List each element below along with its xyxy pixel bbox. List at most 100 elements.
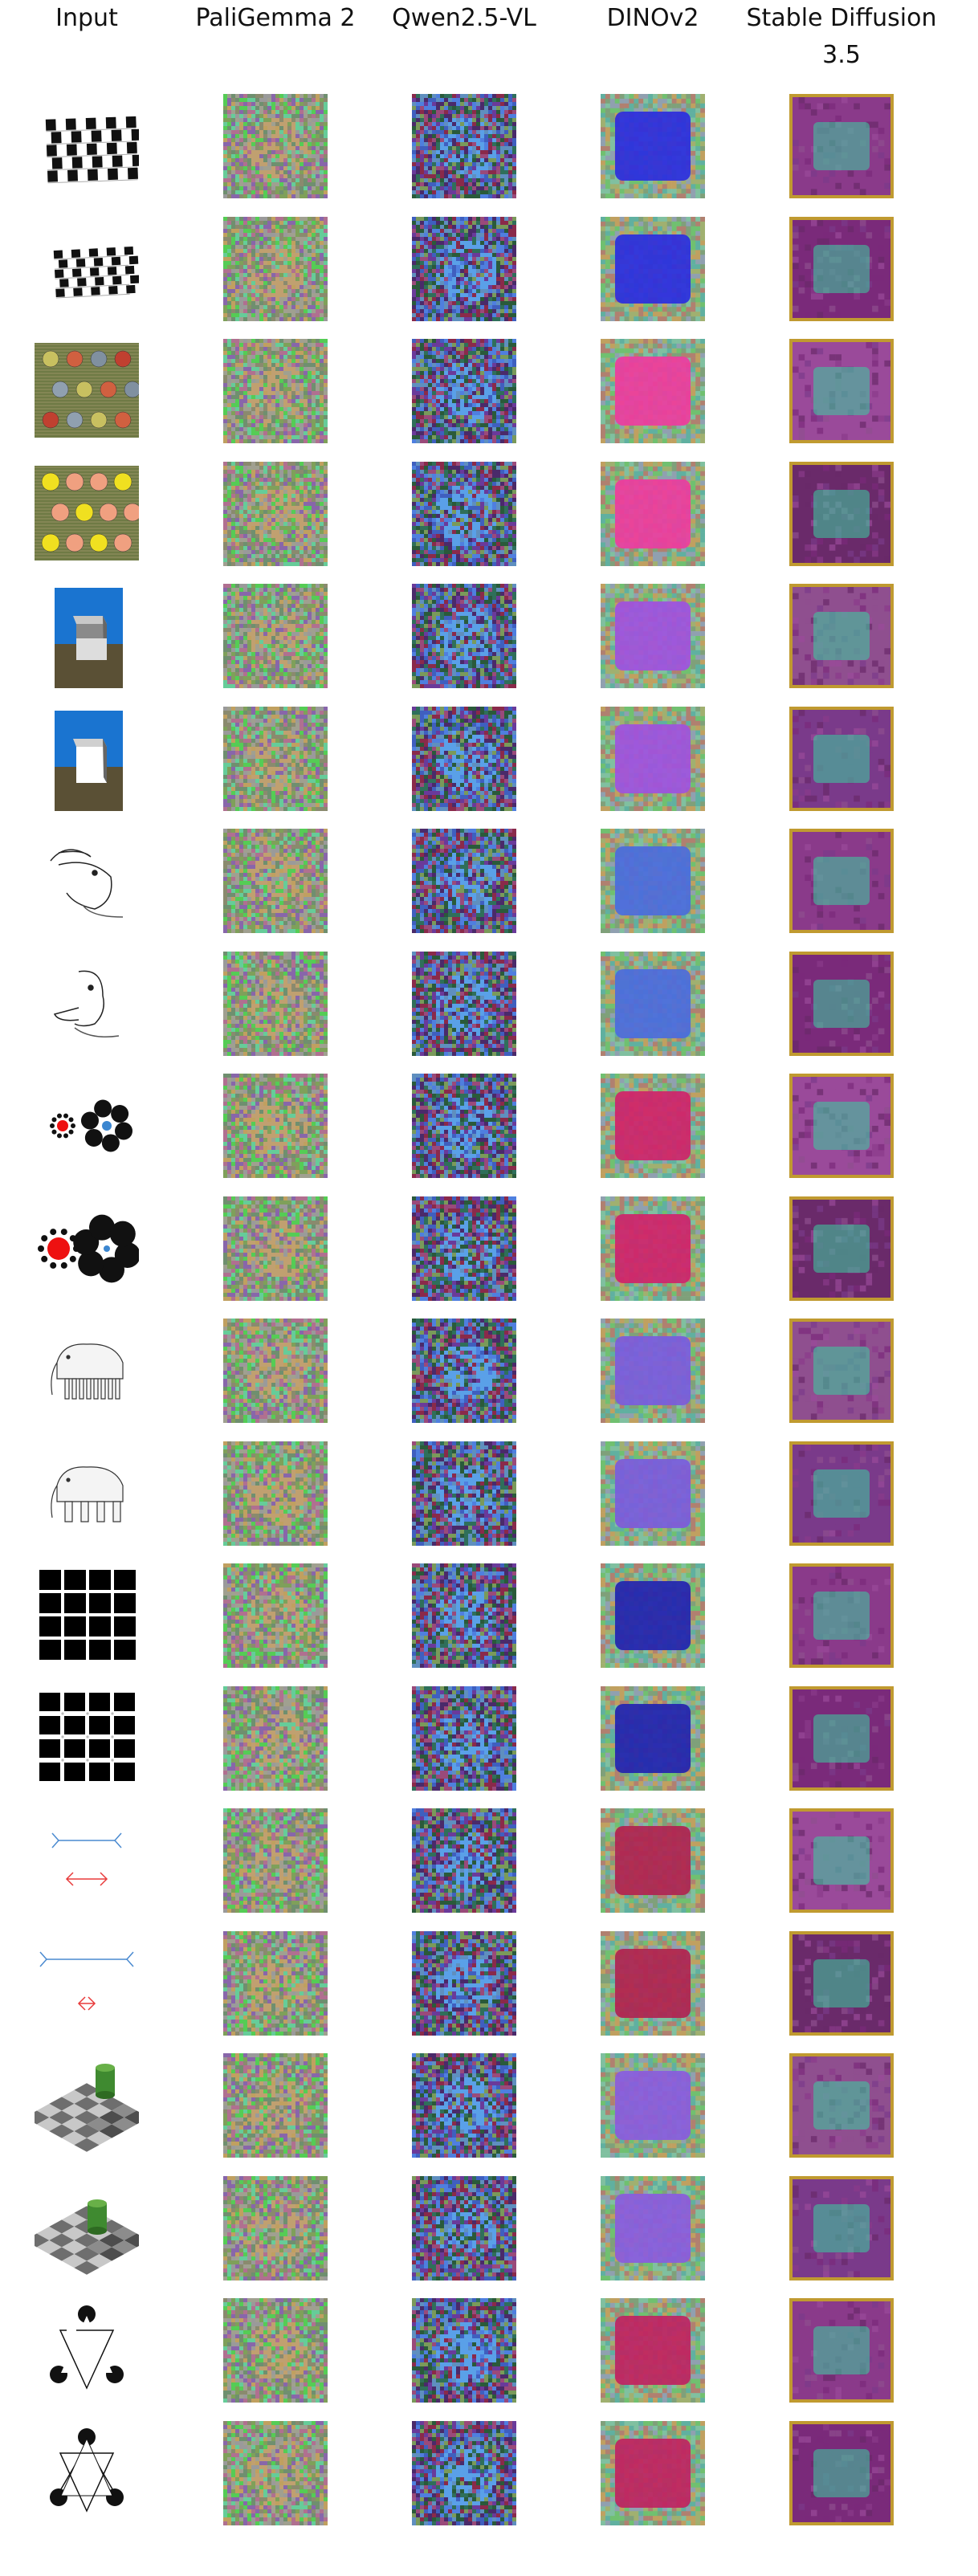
qwen-feature-map-muller-lyer-original (412, 1808, 516, 1913)
dinov2-heatmap (601, 1808, 705, 1913)
column-header-input: Input (0, 0, 183, 40)
sd35-heatmap (789, 2176, 894, 2280)
paligemma-heatmap (223, 1931, 328, 2036)
paligemma-heatmap (223, 1319, 328, 1423)
qwen-feature-map-checker-shadow-perturbed (412, 2176, 516, 2280)
paligemma-feature-map-cafe-wall-original (223, 94, 328, 198)
dinov2-feature-map-cafe-wall-original (601, 94, 705, 198)
sd35-feature-map-munker-original (789, 339, 894, 443)
paligemma-feature-map-kanizsa-triangle-perturbed (223, 2421, 328, 2525)
cafe-wall-illusion-drawing (45, 116, 139, 184)
paligemma-feature-map-rabbit-duck-original (223, 829, 328, 933)
dinov2-heatmap (601, 94, 705, 198)
qwen-feature-map-elephant-legs-perturbed (412, 1441, 516, 1546)
dinov2-feature-map-elephant-legs-original (601, 1319, 705, 1423)
dinov2-feature-map-elephant-legs-perturbed (601, 1441, 705, 1546)
dinov2-feature-map-cube-shading-original (601, 584, 705, 688)
paligemma-feature-map-cube-shading-perturbed (223, 707, 328, 811)
input-image-ebbinghaus-original (35, 1074, 139, 1178)
sd35-feature-map-munker-perturbed (789, 462, 894, 566)
paligemma-heatmap (223, 2176, 328, 2280)
paligemma-heatmap (223, 1563, 328, 1668)
dinov2-heatmap (601, 2176, 705, 2280)
dinov2-heatmap (601, 1319, 705, 1423)
input-image-checker-shadow-original (35, 2053, 139, 2158)
sd35-heatmap (789, 94, 894, 198)
sd35-heatmap (789, 217, 894, 321)
qwen-feature-map-munker-perturbed (412, 462, 516, 566)
paligemma-heatmap (223, 2053, 328, 2158)
sd35-feature-map-cafe-wall-perturbed (789, 217, 894, 321)
qwen-heatmap (412, 952, 516, 1056)
hermann-grid-illusion-drawing (35, 1567, 139, 1664)
dinov2-heatmap (601, 2421, 705, 2525)
input-image-kanizsa-triangle-perturbed (35, 2421, 139, 2525)
paligemma-heatmap (223, 952, 328, 1056)
qwen-heatmap (412, 2421, 516, 2525)
dinov2-heatmap (601, 952, 705, 1056)
sd35-feature-map-ebbinghaus-original (789, 1074, 894, 1178)
qwen-feature-map-muller-lyer-perturbed (412, 1931, 516, 2036)
sd35-heatmap (789, 1319, 894, 1423)
qwen-feature-map-elephant-legs-original (412, 1319, 516, 1423)
qwen-feature-map-munker-original (412, 339, 516, 443)
qwen-feature-map-kanizsa-triangle-perturbed (412, 2421, 516, 2525)
paligemma-heatmap (223, 707, 328, 811)
paligemma-heatmap (223, 339, 328, 443)
ebbinghaus-illusion-drawing (50, 1099, 133, 1152)
dinov2-feature-map-muller-lyer-perturbed (601, 1931, 705, 2036)
paligemma-heatmap (223, 94, 328, 198)
paligemma-feature-map-kanizsa-triangle-original (223, 2298, 328, 2403)
paligemma-feature-map-checker-shadow-original (223, 2053, 328, 2158)
sd35-heatmap (789, 2053, 894, 2158)
qwen-feature-map-ebbinghaus-perturbed (412, 1196, 516, 1301)
elephant-legs-illusion-drawing (51, 1343, 124, 1400)
qwen-heatmap (412, 2176, 516, 2280)
checker-shadow-illusion-drawing (35, 2199, 139, 2275)
sd35-heatmap (789, 1808, 894, 1913)
sd35-heatmap (789, 584, 894, 688)
paligemma-feature-map-elephant-legs-original (223, 1319, 328, 1423)
paligemma-feature-map-munker-original (223, 339, 328, 443)
dinov2-feature-map-muller-lyer-original (601, 1808, 705, 1913)
paligemma-feature-map-hermann-grid-original (223, 1563, 328, 1668)
dinov2-feature-map-kanizsa-triangle-original (601, 2298, 705, 2403)
paligemma-heatmap (223, 462, 328, 566)
sd35-feature-map-cube-shading-perturbed (789, 707, 894, 811)
dinov2-heatmap (601, 1686, 705, 1791)
dinov2-feature-map-hermann-grid-original (601, 1563, 705, 1668)
sd35-feature-map-muller-lyer-original (789, 1808, 894, 1913)
input-image-kanizsa-triangle-original (35, 2298, 139, 2403)
dinov2-feature-map-hermann-grid-perturbed (601, 1686, 705, 1791)
qwen-feature-map-kanizsa-triangle-original (412, 2298, 516, 2403)
sd35-heatmap (789, 2298, 894, 2403)
sd35-heatmap (789, 1441, 894, 1546)
sd35-feature-map-elephant-legs-original (789, 1319, 894, 1423)
qwen-feature-map-cafe-wall-original (412, 94, 516, 198)
qwen-feature-map-hermann-grid-perturbed (412, 1686, 516, 1791)
input-image-elephant-legs-perturbed (35, 1441, 139, 1546)
input-image-muller-lyer-original (35, 1808, 139, 1913)
qwen-feature-map-hermann-grid-original (412, 1563, 516, 1668)
paligemma-heatmap (223, 2298, 328, 2403)
sd35-feature-map-cube-shading-original (789, 584, 894, 688)
input-image-munker-original (35, 339, 139, 443)
qwen-heatmap (412, 339, 516, 443)
paligemma-feature-map-hermann-grid-perturbed (223, 1686, 328, 1791)
qwen-heatmap (412, 2053, 516, 2158)
sd35-heatmap (789, 1686, 894, 1791)
sd35-heatmap (789, 952, 894, 1056)
paligemma-feature-map-cafe-wall-perturbed (223, 217, 328, 321)
dinov2-heatmap (601, 584, 705, 688)
paligemma-heatmap (223, 584, 328, 688)
sd35-feature-map-elephant-legs-perturbed (789, 1441, 894, 1546)
dinov2-heatmap (601, 1441, 705, 1546)
input-image-rabbit-duck-perturbed (35, 952, 139, 1056)
dinov2-feature-map-munker-perturbed (601, 462, 705, 566)
dinov2-feature-map-cube-shading-perturbed (601, 707, 705, 811)
qwen-heatmap (412, 707, 516, 811)
column-header-paligemma: PaliGemma 2 (179, 0, 372, 40)
sd35-heatmap (789, 2421, 894, 2525)
sd35-heatmap (789, 462, 894, 566)
input-image-elephant-legs-original (35, 1319, 139, 1423)
